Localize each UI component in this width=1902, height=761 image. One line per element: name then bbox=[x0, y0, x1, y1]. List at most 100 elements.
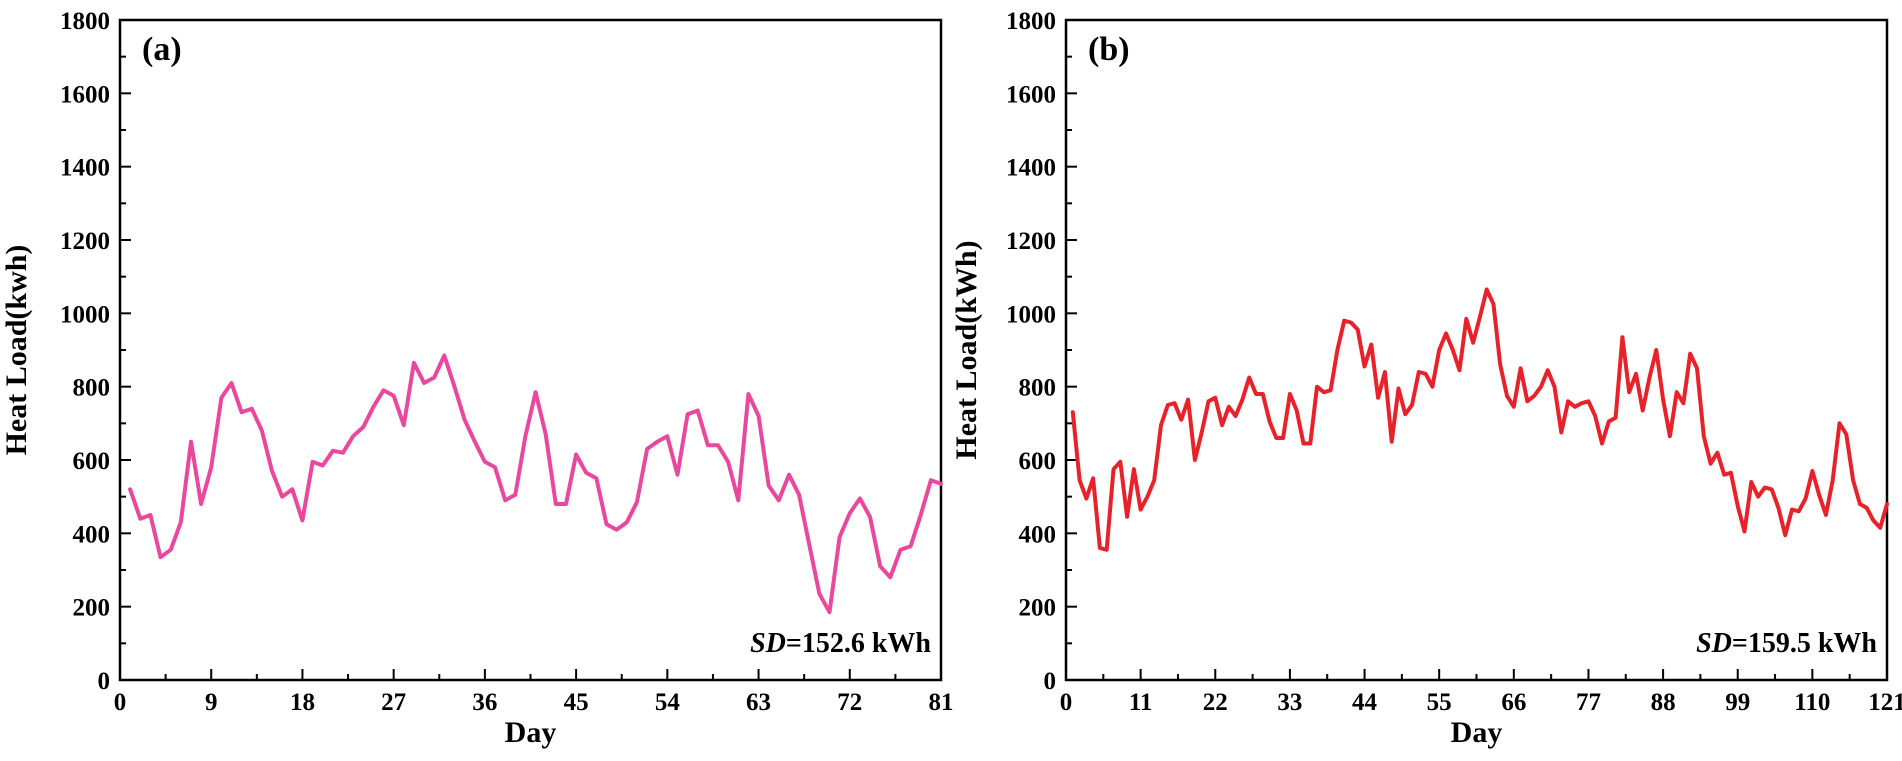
sd-symbol: SD bbox=[750, 628, 786, 659]
data-point bbox=[422, 381, 426, 385]
data-point bbox=[1091, 476, 1095, 480]
data-point bbox=[1281, 436, 1285, 440]
y-tick-label: 1400 bbox=[1006, 155, 1056, 182]
x-tick-label: 77 bbox=[1576, 689, 1601, 716]
x-tick-label: 88 bbox=[1651, 689, 1676, 716]
data-point bbox=[453, 385, 457, 389]
data-point bbox=[1437, 348, 1441, 352]
data-point bbox=[1831, 478, 1835, 482]
x-tick-label: 121 bbox=[1868, 689, 1902, 716]
y-tick-label: 600 bbox=[1019, 448, 1057, 475]
y-tick-label: 400 bbox=[73, 521, 111, 548]
data-point bbox=[1736, 504, 1740, 508]
data-point bbox=[1654, 348, 1658, 352]
data-point bbox=[1193, 458, 1197, 462]
data-point bbox=[1776, 506, 1780, 510]
y-tick-label: 1600 bbox=[60, 81, 110, 108]
data-point bbox=[1458, 368, 1462, 372]
data-point bbox=[676, 473, 680, 477]
data-point bbox=[1444, 332, 1448, 336]
data-point bbox=[635, 500, 639, 504]
data-point bbox=[1376, 396, 1380, 400]
data-point bbox=[1363, 365, 1367, 369]
sd-symbol: SD bbox=[1696, 628, 1732, 659]
data-point bbox=[1756, 495, 1760, 499]
data-point bbox=[1274, 436, 1278, 440]
data-point bbox=[169, 548, 173, 552]
data-point bbox=[534, 390, 538, 394]
data-point bbox=[1709, 462, 1713, 466]
x-tick-label: 54 bbox=[655, 689, 681, 716]
data-point bbox=[1770, 487, 1774, 491]
data-point bbox=[361, 425, 365, 429]
x-axis-title: Day bbox=[1451, 716, 1503, 749]
data-point bbox=[1478, 315, 1482, 319]
data-point bbox=[1743, 530, 1747, 534]
data-point bbox=[1329, 388, 1333, 392]
data-point bbox=[1580, 401, 1584, 405]
data-point bbox=[696, 409, 700, 413]
data-point bbox=[1084, 497, 1088, 501]
data-point bbox=[868, 515, 872, 519]
data-point bbox=[1288, 392, 1292, 396]
y-tick-label: 1200 bbox=[60, 228, 110, 255]
data-point bbox=[1878, 526, 1882, 530]
data-point bbox=[1851, 478, 1855, 482]
x-tick-label: 55 bbox=[1427, 689, 1452, 716]
y-tick-label: 1800 bbox=[1006, 8, 1056, 35]
data-point bbox=[817, 592, 821, 596]
data-point bbox=[1335, 348, 1339, 352]
data-point bbox=[260, 429, 264, 433]
data-point bbox=[128, 487, 132, 491]
data-point bbox=[1675, 390, 1679, 394]
data-point bbox=[797, 493, 801, 497]
data-point bbox=[1505, 394, 1509, 398]
data-point bbox=[1702, 434, 1706, 438]
data-point bbox=[1349, 321, 1353, 325]
data-point bbox=[665, 434, 669, 438]
data-point bbox=[1356, 328, 1360, 332]
data-point bbox=[382, 388, 386, 392]
y-axis-title: Heat Load(kwh) bbox=[0, 245, 33, 456]
data-point bbox=[746, 392, 750, 396]
data-point bbox=[1268, 420, 1272, 424]
data-point bbox=[1865, 506, 1869, 510]
data-point bbox=[1397, 387, 1401, 391]
data-point bbox=[1797, 509, 1801, 513]
data-point bbox=[594, 476, 598, 480]
data-point bbox=[402, 423, 406, 427]
data-point bbox=[777, 498, 781, 502]
panel-label: (a) bbox=[142, 31, 182, 68]
x-tick-label: 110 bbox=[1794, 689, 1830, 716]
data-point bbox=[1885, 502, 1889, 506]
data-point bbox=[1105, 548, 1109, 552]
data-point bbox=[199, 502, 203, 506]
data-point bbox=[1390, 440, 1394, 444]
data-point bbox=[1430, 385, 1434, 389]
y-tick-label: 800 bbox=[73, 375, 111, 402]
data-point bbox=[1763, 486, 1767, 490]
data-point bbox=[1254, 392, 1258, 396]
x-tick-label: 0 bbox=[114, 689, 127, 716]
data-point bbox=[1464, 317, 1468, 321]
x-tick-label: 33 bbox=[1277, 689, 1302, 716]
y-tick-label: 1200 bbox=[1006, 228, 1056, 255]
data-point bbox=[1790, 508, 1794, 512]
data-point bbox=[726, 460, 730, 464]
data-point bbox=[1695, 366, 1699, 370]
data-point bbox=[625, 520, 629, 524]
data-point bbox=[1614, 416, 1618, 420]
data-point bbox=[1715, 451, 1719, 455]
data-point bbox=[1688, 352, 1692, 356]
data-point bbox=[1179, 418, 1183, 422]
y-tick-label: 1000 bbox=[60, 301, 110, 328]
data-point bbox=[290, 487, 294, 491]
data-point bbox=[1492, 302, 1496, 306]
data-point bbox=[1315, 385, 1319, 389]
data-point bbox=[351, 434, 355, 438]
data-point bbox=[1261, 392, 1265, 396]
data-point bbox=[1485, 288, 1489, 292]
x-tick-label: 9 bbox=[205, 689, 218, 716]
sd-annotation: SD=152.6 kWh bbox=[750, 628, 931, 659]
